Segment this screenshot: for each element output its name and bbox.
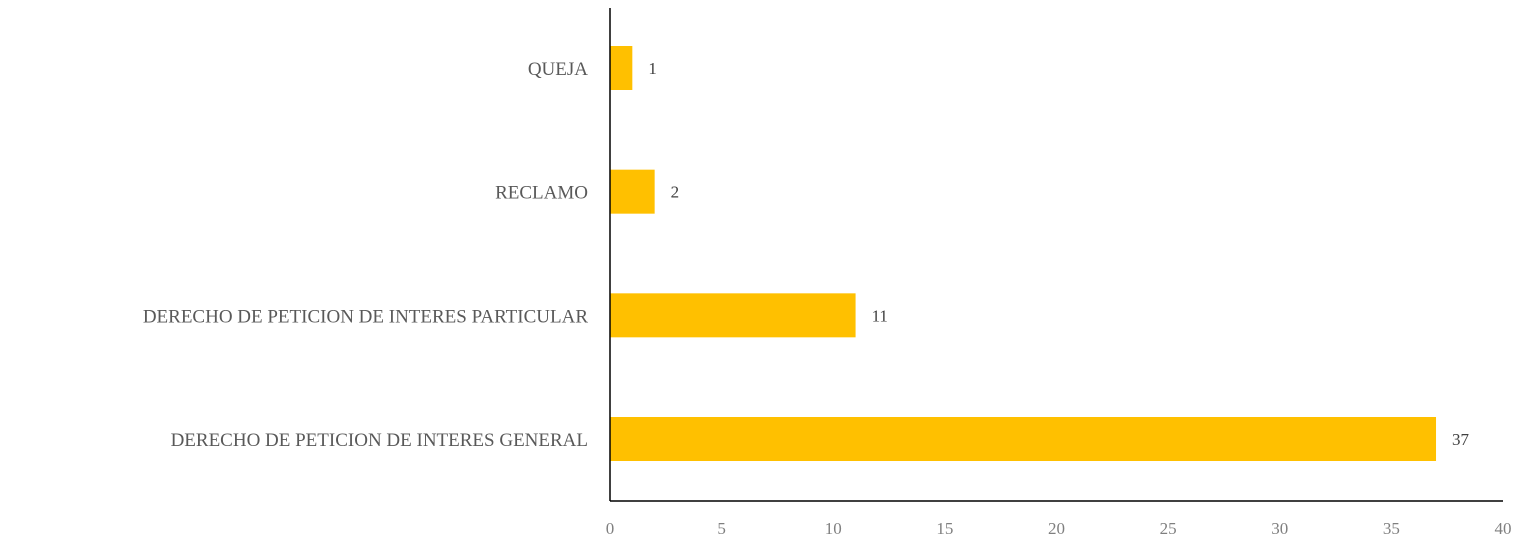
x-tick-label: 15: [936, 519, 953, 538]
x-tick-label: 25: [1160, 519, 1177, 538]
x-tick-labels-group: 0 5 10 15 20 25 30 35 40: [606, 519, 1512, 538]
category-labels-group: QUEJA RECLAMO DERECHO DE PETICION DE INTER…: [143, 59, 589, 451]
bar: [610, 417, 1437, 461]
category-label: DERECHO DE PETICION DE INTERES PARTICULA…: [143, 306, 589, 327]
category-label: DERECHO DE PETICION DE INTERES GENERAL: [171, 430, 588, 451]
x-tick-label: 20: [1048, 519, 1065, 538]
x-tick-label: 35: [1383, 519, 1400, 538]
category-label: QUEJA: [528, 59, 588, 80]
category-label: RECLAMO: [495, 183, 588, 204]
x-tick-label: 5: [717, 519, 726, 538]
bar: [610, 46, 633, 90]
data-label: 1: [648, 59, 657, 78]
x-tick-label: 40: [1495, 519, 1512, 538]
bar: [610, 169, 655, 214]
data-label: 37: [1452, 430, 1470, 449]
data-label: 11: [872, 306, 888, 325]
bars-group: [610, 46, 1437, 461]
data-labels-group: 1 2 11 37: [648, 59, 1469, 449]
x-tick-label: 30: [1271, 519, 1288, 538]
data-label: 2: [671, 183, 680, 202]
x-tick-label: 10: [825, 519, 842, 538]
x-tick-label: 0: [606, 519, 615, 538]
bar: [610, 293, 856, 338]
